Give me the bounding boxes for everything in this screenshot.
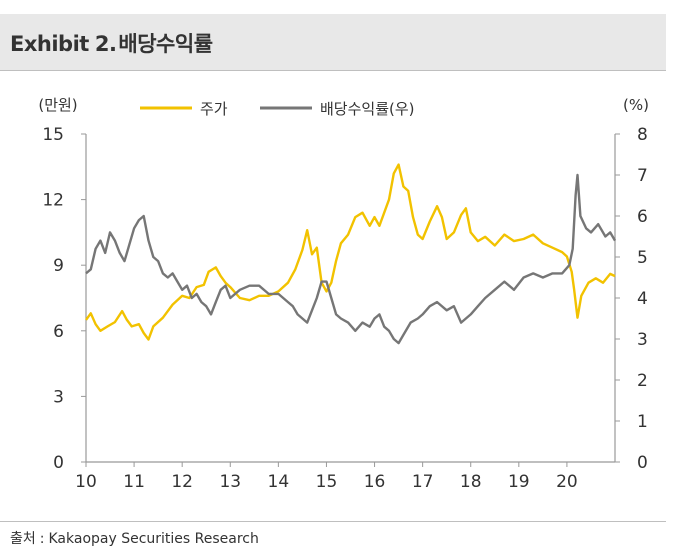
left-tick-label: 9 (53, 256, 64, 276)
x-tick-label: 12 (171, 472, 193, 492)
right-tick-label: 0 (637, 453, 648, 473)
left-tick-label: 12 (42, 191, 64, 211)
exhibit-label: Exhibit (10, 32, 89, 56)
right-tick-label: 7 (637, 166, 648, 186)
right-tick-label: 2 (637, 371, 648, 391)
x-tick-label: 13 (219, 472, 241, 492)
footer-divider (0, 521, 666, 522)
x-tick-label: 11 (123, 472, 145, 492)
source-text: Kakaopay Securities Research (48, 531, 259, 547)
exhibit-number: 2 (94, 32, 110, 56)
right-tick-label: 6 (637, 207, 648, 227)
right-tick-label: 4 (637, 289, 648, 309)
right-axis-unit: (%) (623, 96, 649, 114)
legend-label-price: 주가 (200, 100, 228, 118)
exhibit-header: Exhibit 2.배당수익률 (0, 14, 666, 71)
left-tick-label: 15 (42, 125, 64, 145)
x-tick-label: 14 (268, 472, 290, 492)
exhibit-title-text: 배당수익률 (118, 32, 213, 56)
source-separator: : (39, 531, 45, 547)
left-tick-label: 3 (53, 387, 64, 407)
series-line-dividend-yield (85, 173, 617, 345)
left-axis-unit: (만원) (38, 96, 77, 114)
x-tick-label: 20 (556, 472, 578, 492)
series-line-price (85, 163, 616, 341)
legend-label-dividend-yield: 배당수익률(우) (320, 100, 415, 118)
x-tick-label: 18 (460, 472, 482, 492)
source-note: 출처: Kakaopay Securities Research (10, 528, 259, 548)
x-tick-label: 19 (508, 472, 530, 492)
x-tick-label: 16 (364, 472, 386, 492)
exhibit-separator: . (108, 32, 117, 56)
source-label: 출처 (10, 531, 36, 547)
x-tick-label: 10 (75, 472, 97, 492)
right-tick-label: 3 (637, 330, 648, 350)
x-tick-label: 17 (412, 472, 434, 492)
right-tick-label: 5 (637, 248, 648, 268)
right-tick-label: 1 (637, 412, 648, 432)
left-tick-label: 0 (53, 453, 64, 473)
right-tick-label: 8 (637, 125, 648, 145)
exhibit-title: Exhibit 2.배당수익률 (10, 28, 213, 58)
x-tick-label: 15 (316, 472, 338, 492)
left-tick-label: 6 (53, 322, 64, 342)
